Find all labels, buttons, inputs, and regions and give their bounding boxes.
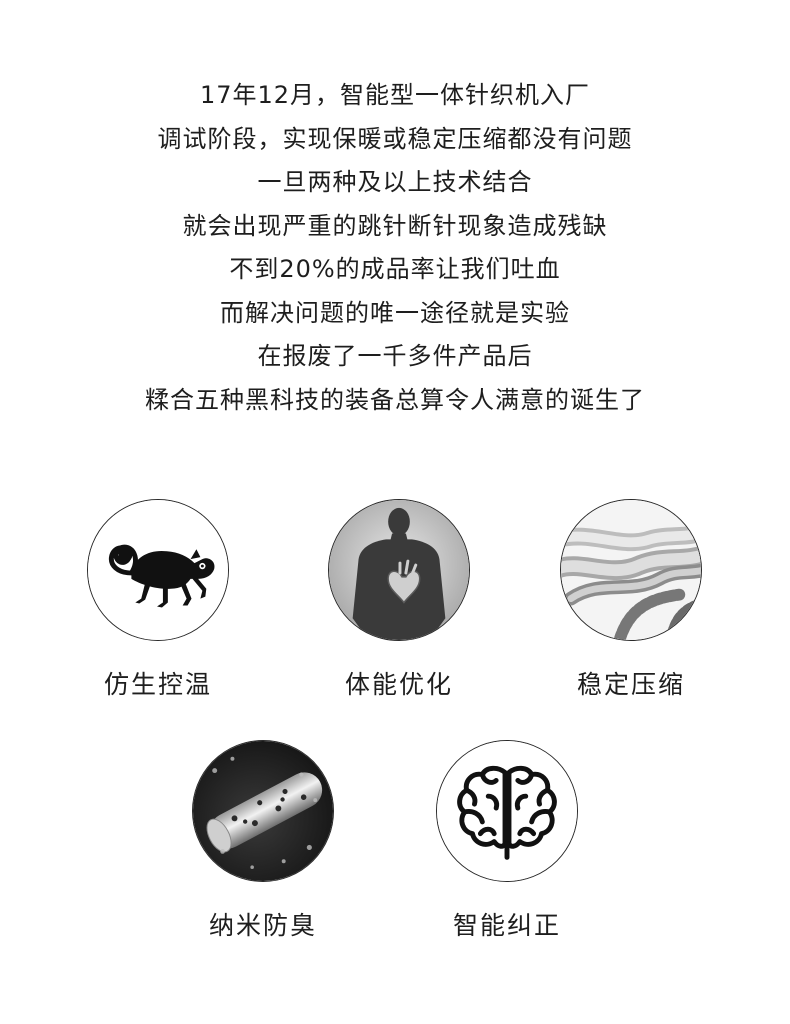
feature-energy-optimization: 体能优化 [279,499,519,701]
twisted-fiber-icon [560,499,702,641]
intro-line: 就会出现严重的跳针断针现象造成残缺 [182,211,608,240]
intro-line: 调试阶段，实现保暖或稳定压缩都没有问题 [157,124,633,153]
intro-text: 17年12月，智能型一体针织机入厂 调试阶段，实现保暖或稳定压缩都没有问题 一旦… [0,74,790,422]
intro-line: 在报废了一千多件产品后 [257,342,533,370]
intro-line: 而解决问题的唯一途径就是实验 [220,298,570,327]
brain-icon [436,740,578,882]
feature-stable-compression: 稳定压缩 [511,499,751,701]
nano-fiber-icon [192,740,334,882]
intro-line: 不到20%的成品率让我们吐血 [229,255,561,283]
feature-nano-deodorant: 纳米防臭 [143,740,383,942]
feature-thermal-control: 仿生控温 [38,499,278,701]
feature-label: 体能优化 [344,670,453,699]
feature-label: 仿生控温 [103,670,212,699]
intro-line: 一旦两种及以上技术结合 [257,168,533,196]
feature-label: 智能纠正 [452,911,561,940]
chameleon-icon [87,499,229,641]
human-heart-icon [328,499,470,641]
intro-line: 糅合五种黑科技的装备总算令人满意的诞生了 [145,385,645,414]
feature-label: 纳米防臭 [208,911,317,940]
feature-label: 稳定压缩 [576,670,685,699]
feature-smart-correction: 智能纠正 [387,740,627,942]
intro-line: 17年12月，智能型一体针织机入厂 [199,81,591,109]
